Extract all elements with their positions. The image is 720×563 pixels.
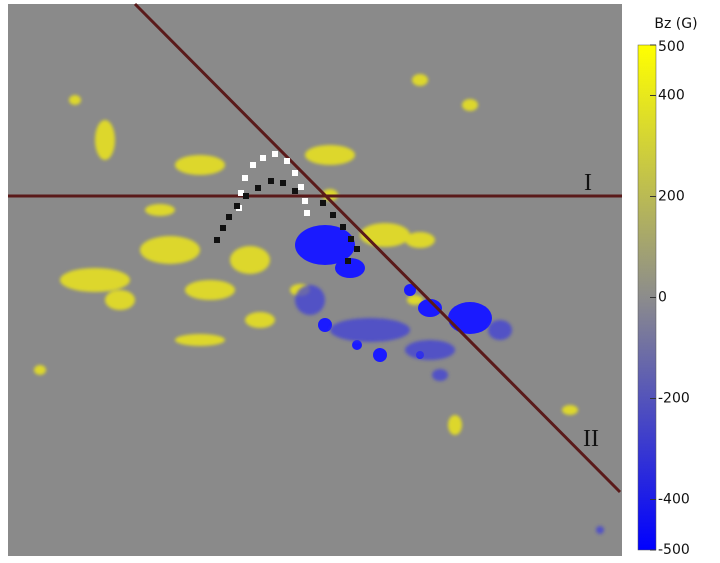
line-label: I — [584, 170, 592, 196]
tick-label: 0 — [658, 290, 667, 306]
tick-label: 500 — [658, 39, 685, 55]
tick-label: 400 — [658, 88, 685, 104]
line-label: II — [583, 426, 599, 452]
colorbar-title: Bz (G) — [654, 16, 697, 32]
tick-label: -500 — [658, 542, 690, 558]
tick-label: -200 — [658, 391, 690, 407]
colorbar: Bz (G) 500 400 200 0 -200 -400 -500 — [637, 16, 698, 558]
tick-label: -400 — [658, 492, 690, 508]
magnetogram: I II — [8, 2, 622, 556]
tick-label: 200 — [658, 189, 685, 205]
